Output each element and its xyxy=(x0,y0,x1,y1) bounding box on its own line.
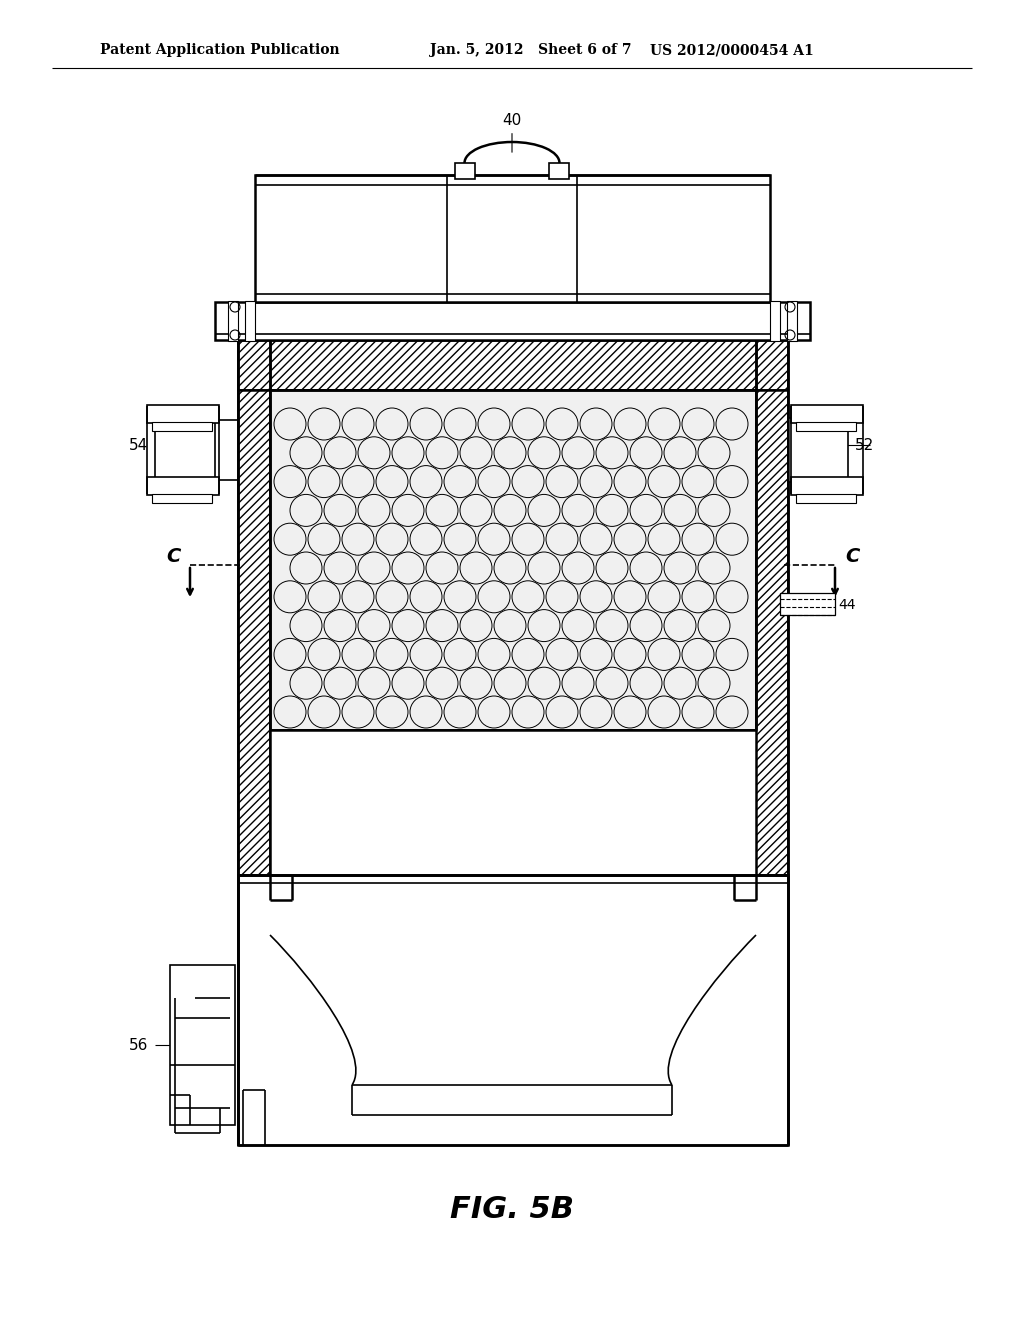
Bar xyxy=(245,301,255,341)
Bar xyxy=(549,162,569,180)
Bar xyxy=(238,875,788,1144)
Polygon shape xyxy=(238,341,788,389)
Bar xyxy=(270,389,756,730)
Text: 48: 48 xyxy=(503,1002,521,1018)
Bar xyxy=(455,162,475,180)
Bar xyxy=(147,477,219,495)
Polygon shape xyxy=(756,341,788,875)
Bar xyxy=(155,418,215,482)
Bar xyxy=(791,405,863,422)
Text: 44: 44 xyxy=(838,598,855,612)
Bar xyxy=(215,302,810,341)
Text: C: C xyxy=(845,548,859,566)
Bar xyxy=(228,301,238,341)
Text: Jan. 5, 2012   Sheet 6 of 7: Jan. 5, 2012 Sheet 6 of 7 xyxy=(430,44,632,57)
Bar xyxy=(270,389,756,730)
Polygon shape xyxy=(238,341,270,875)
Text: Patent Application Publication: Patent Application Publication xyxy=(100,44,340,57)
Bar xyxy=(770,301,780,341)
Polygon shape xyxy=(238,875,270,1144)
Text: 40: 40 xyxy=(503,114,521,152)
Text: 54: 54 xyxy=(129,437,148,453)
Bar xyxy=(270,730,756,875)
Bar xyxy=(147,405,219,422)
Text: 52: 52 xyxy=(855,437,874,453)
Bar xyxy=(791,477,863,495)
Text: US 2012/0000454 A1: US 2012/0000454 A1 xyxy=(650,44,814,57)
Text: C: C xyxy=(166,548,180,566)
Bar xyxy=(780,593,835,615)
Bar xyxy=(152,422,212,432)
Bar xyxy=(255,176,770,302)
Bar xyxy=(152,494,212,503)
Bar xyxy=(796,494,856,503)
Text: 56: 56 xyxy=(129,1038,148,1052)
Bar xyxy=(788,418,848,482)
Bar xyxy=(270,389,756,730)
Text: 46: 46 xyxy=(472,442,492,458)
Bar xyxy=(796,422,856,432)
Polygon shape xyxy=(756,875,788,1144)
Text: FIG. 5B: FIG. 5B xyxy=(450,1196,574,1225)
Bar xyxy=(170,965,234,1125)
Bar xyxy=(787,301,797,341)
